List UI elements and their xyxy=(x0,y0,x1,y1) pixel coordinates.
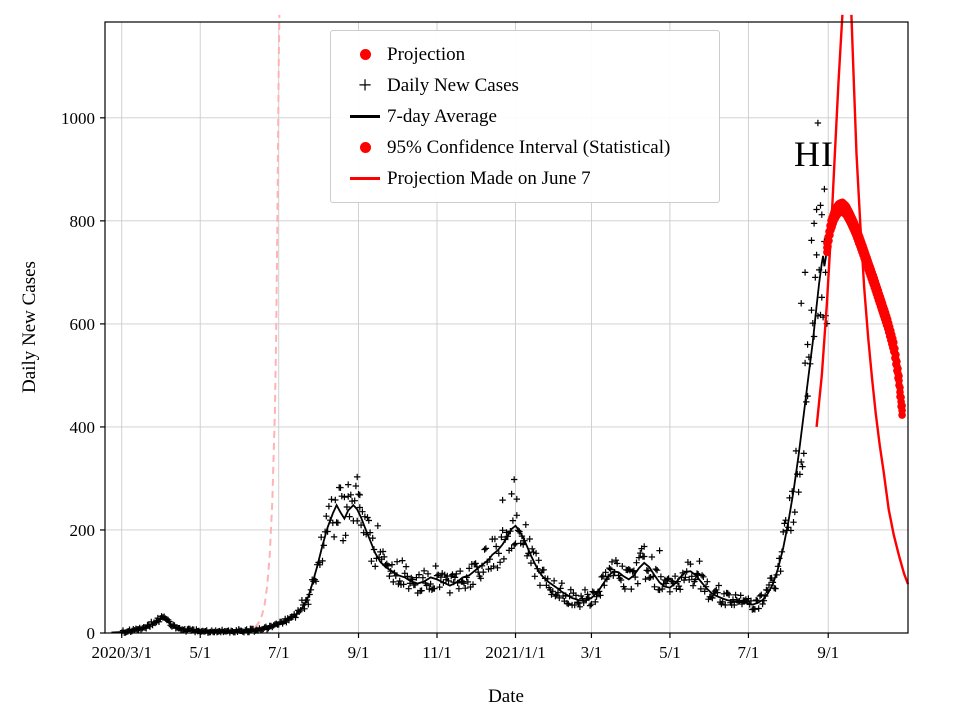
x-tick-label: 9/1 xyxy=(348,643,370,662)
legend-label: 95% Confidence Interval (Statistical) xyxy=(387,136,671,158)
series-june7-projection-up xyxy=(815,14,844,428)
y-tick-label: 800 xyxy=(70,212,96,231)
plus-marker-icon: + xyxy=(358,72,372,99)
x-tick-label: 9/1 xyxy=(817,643,839,662)
legend-label: 7-day Average xyxy=(387,105,497,127)
x-tick-label: 2020/3/1 xyxy=(92,643,152,662)
series-june7-projection-down xyxy=(850,14,910,585)
x-tick-label: 5/1 xyxy=(189,643,211,662)
legend: Projection + Daily New Cases 7-day Average 9… xyxy=(330,30,720,203)
legend-label: Projection xyxy=(387,43,466,65)
x-tick-label: 7/1 xyxy=(268,643,290,662)
legend-label: Projection Made on June 7 xyxy=(387,167,591,189)
legend-item: Projection Made on June 7 xyxy=(343,163,707,194)
x-tick-label: 5/1 xyxy=(659,643,681,662)
y-axis-label: Daily New Cases xyxy=(19,261,40,393)
series-7day-average xyxy=(111,249,828,634)
x-tick-label: 3/1 xyxy=(581,643,603,662)
x-axis-label: Date xyxy=(488,686,524,707)
x-tick-label: 11/1 xyxy=(422,643,452,662)
y-tick-label: 1000 xyxy=(61,109,95,128)
annotation-hi: HI xyxy=(794,133,835,174)
y-tick-label: 400 xyxy=(70,418,96,437)
legend-item: + Daily New Cases xyxy=(343,70,707,101)
dot-marker-icon xyxy=(343,142,387,153)
series-projection-dots xyxy=(823,198,906,419)
line-marker-icon xyxy=(343,177,387,180)
x-tick-label: 2021/1/1 xyxy=(485,643,545,662)
y-tick-label: 0 xyxy=(87,624,96,643)
dot-marker-icon xyxy=(343,49,387,60)
legend-item: 7-day Average xyxy=(343,101,707,132)
legend-item: 95% Confidence Interval (Statistical) xyxy=(343,132,707,163)
y-tick-label: 200 xyxy=(70,521,96,540)
x-tick-label: 7/1 xyxy=(738,643,760,662)
legend-label: Daily New Cases xyxy=(387,74,519,96)
line-marker-icon xyxy=(343,115,387,118)
legend-item: Projection xyxy=(343,39,707,70)
plot-frame xyxy=(104,21,909,634)
series-old-projection-dashed xyxy=(243,14,281,633)
y-tick-label: 600 xyxy=(70,315,96,334)
